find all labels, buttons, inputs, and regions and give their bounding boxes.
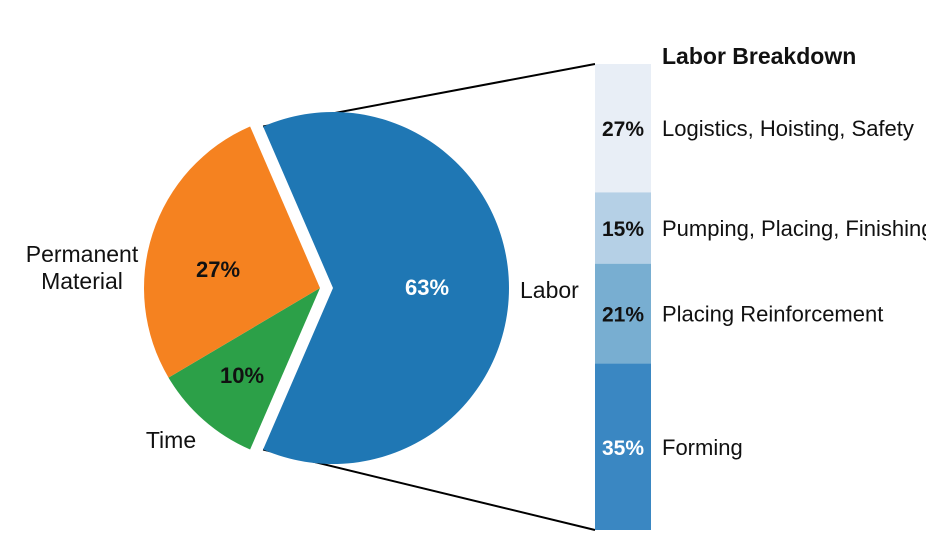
bar-segment-category-label: Forming	[662, 435, 743, 460]
bar-segment-category-label: Pumping, Placing, Finishing	[662, 216, 926, 241]
pie-slice-permanent-material	[143, 126, 320, 378]
bar-segment-placing-reinforcement	[595, 263, 651, 364]
category-label-labor: Labor	[520, 277, 579, 303]
category-label-permanent-material: Permanent Material	[26, 241, 139, 294]
pie	[143, 112, 509, 464]
bar-segment-value-label: 35%	[602, 437, 644, 460]
breakdown-bar	[595, 64, 651, 530]
pie-slice-time	[168, 288, 320, 450]
slice-value-label-labor: 63%	[405, 275, 449, 300]
bar-segment-value-label: 27%	[602, 118, 644, 141]
breakdown-title: Labor Breakdown	[662, 43, 856, 69]
labels: 63% Labor 10% Time 27% Permanent Material 27% Lo…	[26, 43, 926, 460]
bar-segment-forming	[595, 363, 651, 530]
bar-segment-value-label: 21%	[602, 304, 644, 327]
bar-segment-category-label: Placing Reinforcement	[662, 302, 883, 327]
pie-slice-labor	[263, 112, 509, 464]
slice-value-label-time: 10%	[220, 363, 264, 388]
bar-segment-category-label: Logistics, Hoisting, Safety	[662, 116, 914, 141]
bar-segment-value-label: 15%	[602, 218, 644, 241]
category-label-time: Time	[146, 427, 196, 453]
bar-segment-logistics-hoisting-safety	[595, 64, 651, 193]
bar-segment-pumping-placing-finishing	[595, 192, 651, 264]
slice-value-label-permanent-material: 27%	[196, 257, 240, 282]
